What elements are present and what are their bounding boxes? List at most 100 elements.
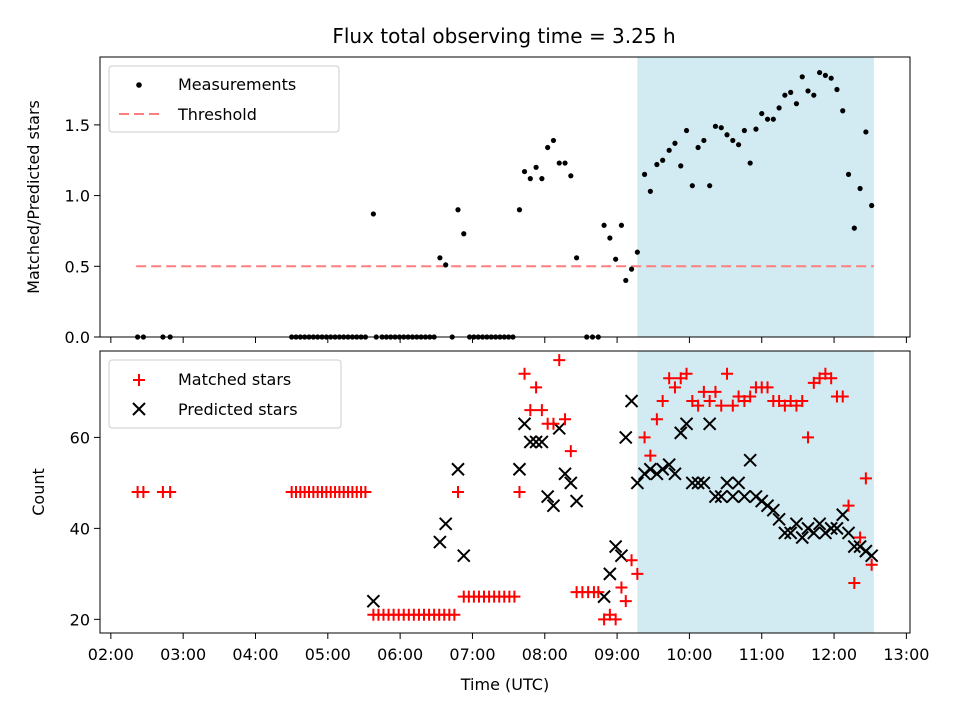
- matched-star-point-68: [609, 613, 622, 626]
- matched-star-point-101: [802, 431, 815, 444]
- predicted-star-point-45: [766, 503, 781, 517]
- matched-star-point-72: [631, 567, 644, 580]
- predicted-star-point-10: [540, 489, 555, 504]
- measurement-point-95: [764, 116, 771, 122]
- ratio-y-ticks: 0.0 0.5 1.0 1.5: [65, 116, 100, 347]
- measurement-point-58: [545, 144, 551, 151]
- matched-star-point-84: [703, 395, 716, 408]
- ratio-x-ticks: [110, 337, 907, 343]
- x-tick-label-2: 04:00: [232, 645, 278, 664]
- measurement-point-80: [678, 163, 684, 169]
- matched-star-point-83: [697, 385, 710, 398]
- measurement-point-74: [641, 171, 648, 177]
- predicted-star-point-17: [603, 567, 617, 581]
- matched-star-point-88: [726, 399, 739, 412]
- legend-matched-marker: [133, 374, 145, 386]
- predicted-star-point-59: [847, 539, 862, 554]
- measurement-point-62: [568, 173, 574, 179]
- legend-measurements-marker: [136, 82, 142, 88]
- predicted-star-point-58: [841, 526, 856, 540]
- measurement-point-105: [822, 72, 828, 78]
- measurement-point-93: [753, 126, 759, 132]
- measurement-point-71: [623, 277, 629, 284]
- measurement-point-37: [437, 255, 443, 261]
- measurement-point-90: [735, 142, 742, 148]
- ratio-y-tick-label-2: 1.0: [65, 187, 90, 206]
- measurement-point-56: [533, 164, 539, 170]
- predicted-star-point-53: [812, 517, 827, 531]
- x-axis-label: Time (UTC): [460, 675, 549, 694]
- predicted-star-point-62: [864, 548, 879, 563]
- measurement-point-63: [573, 255, 580, 261]
- measurement-point-97: [776, 105, 782, 111]
- predicted-star-point-55: [824, 521, 838, 536]
- measurement-point-81: [683, 127, 690, 134]
- predicted-star-point-8: [529, 435, 543, 449]
- predicted-star-point-37: [720, 476, 734, 490]
- predicted-star-point-39: [731, 476, 746, 490]
- x-tick-label-5: 07:00: [449, 645, 495, 664]
- matched-star-point-3: [164, 486, 177, 498]
- x-tick-label-7: 09:00: [594, 645, 640, 664]
- predicted-star-point-40: [737, 489, 752, 504]
- ratio-y-tick-label-3: 1.5: [65, 116, 90, 135]
- x-tick-label-11: 13:00: [883, 645, 929, 664]
- measurement-point-104: [816, 69, 823, 76]
- measurement-point-69: [613, 256, 619, 262]
- measurement-point-55: [527, 176, 533, 182]
- predicted-star-point-36: [714, 489, 728, 504]
- matched-star-point-52: [518, 367, 531, 380]
- measurement-point-73: [634, 249, 640, 255]
- predicted-star-point-20: [619, 430, 633, 445]
- predicted-star-point-22: [630, 476, 645, 490]
- measurement-point-98: [782, 92, 788, 98]
- predicted-star-point-47: [778, 526, 792, 540]
- predicted-star-point-5: [512, 462, 527, 476]
- measurement-point-41: [461, 231, 467, 237]
- x-tick-label-8: 10:00: [666, 645, 712, 664]
- matched-star-point-21: [359, 486, 372, 498]
- predicted-star-point-18: [608, 539, 623, 554]
- matched-stars-points: [131, 354, 878, 626]
- measurement-point-100: [793, 101, 800, 107]
- matched-star-point-65: [592, 586, 605, 599]
- predicted-star-point-4: [457, 548, 471, 563]
- matched-star-point-75: [650, 413, 663, 426]
- ratio-legend: Measurements Threshold: [108, 65, 340, 133]
- measurement-point-78: [666, 147, 672, 153]
- counts-legend: Matched stars Predicted stars: [108, 359, 342, 429]
- matched-star-point-86: [715, 399, 728, 412]
- measurement-point-83: [695, 144, 701, 151]
- matched-star-point-100: [796, 395, 809, 408]
- matched-star-point-108: [842, 499, 855, 512]
- matched-star-point-112: [865, 558, 878, 571]
- measurement-point-87: [718, 125, 724, 131]
- matched-star-point-57: [547, 417, 560, 430]
- measurement-point-75: [647, 188, 653, 194]
- measurement-point-89: [730, 137, 736, 144]
- measurement-point-82: [689, 183, 695, 189]
- ratio-legend-box: [108, 65, 340, 133]
- matched-star-point-111: [859, 472, 872, 485]
- measurement-point-59: [550, 137, 557, 144]
- predicted-star-point-38: [726, 489, 740, 504]
- measurement-point-96: [770, 116, 776, 122]
- measurement-point-67: [601, 222, 607, 228]
- predicted-star-point-3: [451, 462, 465, 476]
- measurement-point-60: [556, 160, 562, 166]
- counts-x-ticks: 02:00 03:00 04:00 05:00 06:00 07:00 08:00 09:00…: [88, 633, 929, 664]
- ratio-plot-frame: [99, 56, 911, 338]
- measurement-point-84: [701, 137, 707, 144]
- matched-star-point-85: [709, 385, 722, 398]
- measurement-point-109: [845, 171, 852, 177]
- matched-star-point-58: [553, 354, 566, 367]
- matched-star-point-70: [619, 595, 632, 608]
- measurement-point-92: [747, 160, 753, 166]
- measurement-point-85: [707, 183, 713, 189]
- predicted-star-point-41: [743, 453, 757, 467]
- legend-predicted: Predicted stars: [178, 400, 298, 419]
- counts-y-tick-label-0: 20: [70, 610, 90, 629]
- predicted-stars-points: [366, 394, 879, 608]
- legend-matched: Matched stars: [178, 370, 291, 389]
- predicted-star-point-7: [523, 435, 538, 449]
